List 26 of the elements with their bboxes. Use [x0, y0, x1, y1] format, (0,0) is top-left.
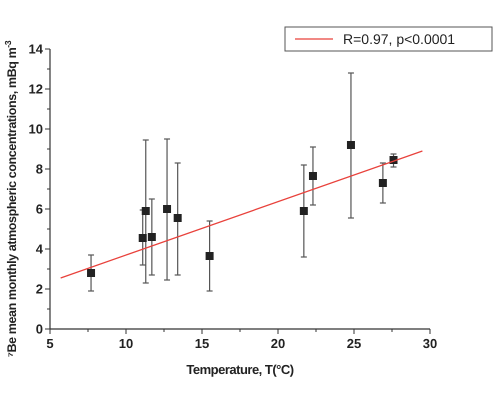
y-tick-label: 4 — [36, 242, 44, 256]
point — [148, 233, 156, 241]
x-tick-label: 15 — [194, 336, 210, 351]
point — [308, 172, 317, 180]
x-axis-title: Temperature, T(°C) — [186, 362, 294, 377]
point — [206, 252, 214, 260]
legend-label: R=0.97, p<0.0001 — [343, 31, 456, 47]
point — [346, 141, 355, 149]
point — [87, 269, 96, 277]
x-tick-label: 5 — [46, 336, 54, 351]
y-tick-label: 6 — [36, 202, 43, 216]
x-tick-label: 25 — [346, 336, 362, 351]
point — [138, 234, 147, 242]
y-tick-label: 10 — [28, 122, 43, 136]
y-tick-label: 2 — [36, 282, 43, 296]
point — [300, 207, 308, 215]
y-tick-label: 12 — [28, 82, 43, 96]
x-tick-label: 10 — [118, 336, 134, 351]
point — [378, 179, 387, 187]
point — [174, 214, 182, 222]
x-tick-label: 30 — [422, 336, 438, 351]
point — [163, 205, 172, 213]
x-tick-label: 20 — [270, 336, 286, 351]
y-tick-label: 14 — [28, 42, 44, 56]
y-tick-label: 0 — [36, 322, 43, 336]
y-tick-label: 8 — [36, 162, 43, 176]
